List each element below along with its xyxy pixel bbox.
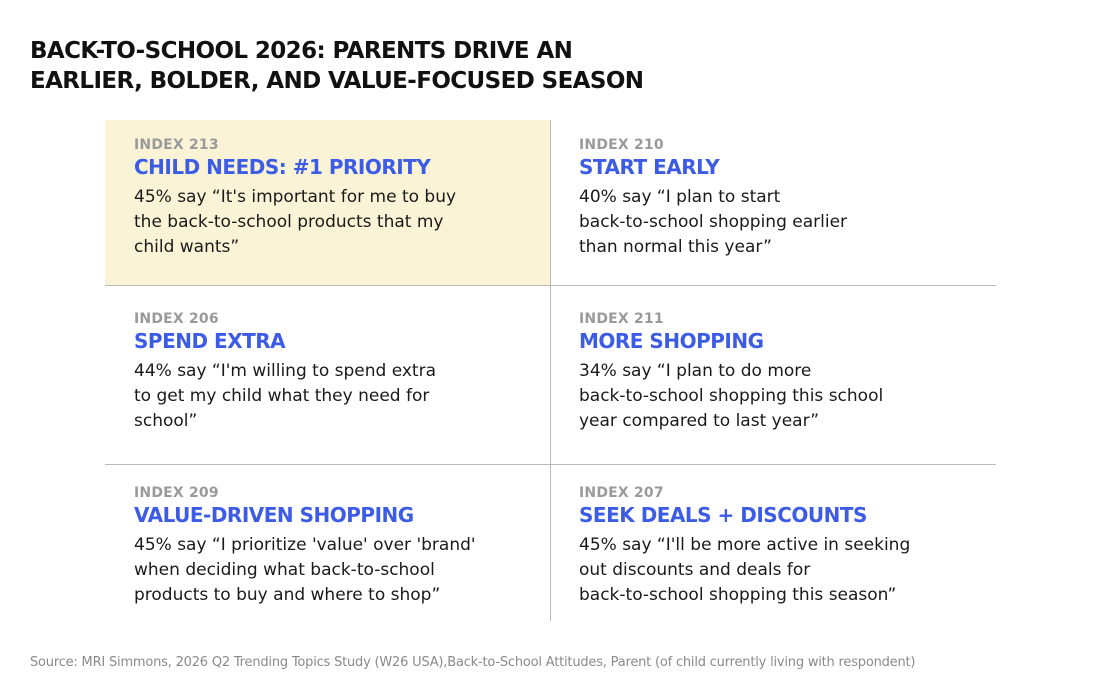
card-quote: 45% say “I'll be more active in seeking … <box>579 533 996 608</box>
quote-line: out discounts and deals for <box>579 560 811 580</box>
card-seek-deals: INDEX 207 SEEK DEALS + DISCOUNTS 45% say… <box>550 464 996 621</box>
quote-line: child wants” <box>134 237 240 257</box>
quote-line: 34% say “I plan to do more <box>579 361 812 381</box>
quote-line: school” <box>134 411 198 431</box>
card-quote: 34% say “I plan to do more back-to-schoo… <box>579 359 996 434</box>
card-index: INDEX 206 <box>134 311 219 327</box>
source-note: Source: MRI Simmons, 2026 Q2 Trending To… <box>30 655 916 670</box>
title-line-2: EARLIER, BOLDER, AND VALUE-FOCUSED SEASO… <box>30 68 644 94</box>
card-heading: MORE SHOPPING <box>579 329 764 353</box>
quote-line: back-to-school shopping earlier <box>579 212 848 232</box>
quote-line: 45% say “I'll be more active in seeking <box>579 535 911 555</box>
card-heading: CHILD NEEDS: #1 PRIORITY <box>134 155 431 179</box>
card-index: INDEX 210 <box>579 137 664 153</box>
card-spend-extra: INDEX 206 SPEND EXTRA 44% say “I'm willi… <box>105 285 550 464</box>
card-more-shopping: INDEX 211 MORE SHOPPING 34% say “I plan … <box>550 285 996 464</box>
card-value-driven: INDEX 209 VALUE-DRIVEN SHOPPING 45% say … <box>105 464 550 621</box>
card-heading: SEEK DEALS + DISCOUNTS <box>579 503 867 527</box>
card-quote: 45% say “I prioritize 'value' over 'bran… <box>134 533 550 608</box>
card-quote: 45% say “It's important for me to buy th… <box>134 185 550 260</box>
page-title: BACK-TO-SCHOOL 2026: PARENTS DRIVE AN EA… <box>30 36 644 96</box>
card-index: INDEX 211 <box>579 311 664 327</box>
card-heading: VALUE-DRIVEN SHOPPING <box>134 503 414 527</box>
card-heading: START EARLY <box>579 155 720 179</box>
quote-line: 44% say “I'm willing to spend extra <box>134 361 436 381</box>
quote-line: year compared to last year” <box>579 411 820 431</box>
quote-line: than normal this year” <box>579 237 772 257</box>
title-line-1: BACK-TO-SCHOOL 2026: PARENTS DRIVE AN <box>30 38 573 64</box>
card-index: INDEX 207 <box>579 485 664 501</box>
card-quote: 40% say “I plan to start back-to-school … <box>579 185 996 260</box>
card-quote: 44% say “I'm willing to spend extra to g… <box>134 359 550 434</box>
quote-line: back-to-school shopping this school <box>579 386 884 406</box>
grid-divider-vertical <box>550 120 551 621</box>
quote-line: 45% say “It's important for me to buy <box>134 187 457 207</box>
card-child-needs: INDEX 213 CHILD NEEDS: #1 PRIORITY 45% s… <box>105 120 550 285</box>
quote-line: 40% say “I plan to start <box>579 187 781 207</box>
quote-line: when deciding what back-to-school <box>134 560 435 580</box>
card-start-early: INDEX 210 START EARLY 40% say “I plan to… <box>550 120 996 285</box>
card-index: INDEX 209 <box>134 485 219 501</box>
stats-grid: INDEX 213 CHILD NEEDS: #1 PRIORITY 45% s… <box>105 120 996 621</box>
card-index: INDEX 213 <box>134 137 219 153</box>
card-heading: SPEND EXTRA <box>134 329 286 353</box>
quote-line: the back-to-school products that my <box>134 212 444 232</box>
quote-line: to get my child what they need for <box>134 386 430 406</box>
quote-line: back-to-school shopping this season” <box>579 585 897 605</box>
quote-line: products to buy and where to shop” <box>134 585 441 605</box>
quote-line: 45% say “I prioritize 'value' over 'bran… <box>134 535 476 555</box>
